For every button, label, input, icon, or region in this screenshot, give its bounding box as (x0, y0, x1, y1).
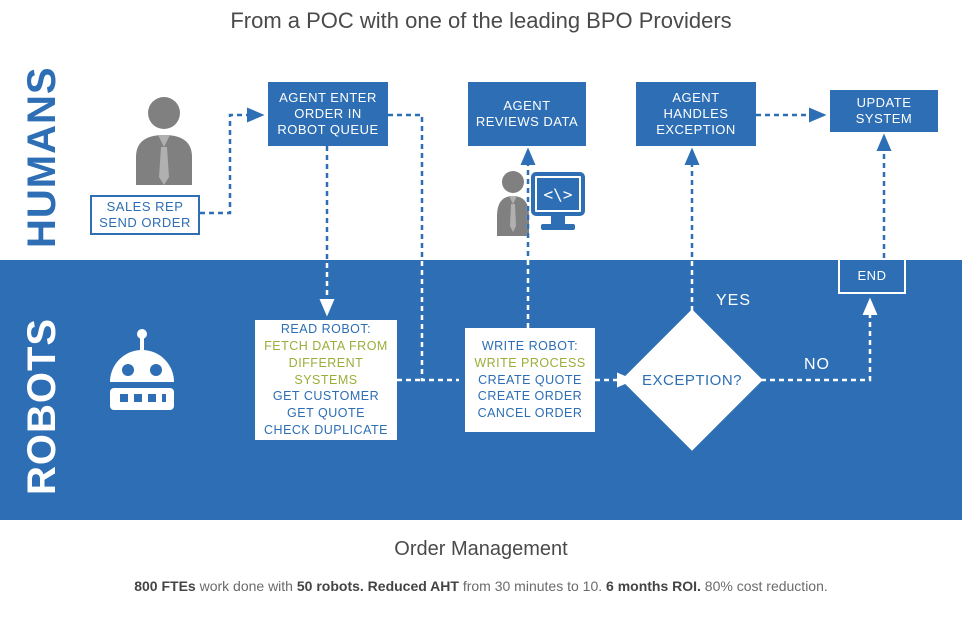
agent-icon (128, 95, 200, 185)
page-title: From a POC with one of the leading BPO P… (0, 8, 962, 34)
node-sales-rep: SALES REP SEND ORDER (90, 195, 200, 235)
node-write-robot: WRITE ROBOT:WRITE PROCESSCREATE QUOTECRE… (465, 328, 595, 432)
footer-text: 800 FTEs work done with 50 robots. Reduc… (0, 578, 962, 594)
svg-text:<\>: <\> (544, 185, 573, 204)
agent-monitor-icon: <\> (495, 168, 585, 236)
node-exception: EXCEPTION? (632, 320, 752, 440)
edge-label-no: NO (804, 356, 830, 374)
node-end: END (838, 258, 906, 294)
edge-label-yes: YES (716, 292, 751, 310)
node-agent-enter: AGENT ENTER ORDER IN ROBOT QUEUE (268, 82, 388, 146)
node-agent-except: AGENT HANDLES EXCEPTION (636, 82, 756, 146)
robots-label: ROBOTS (20, 318, 65, 495)
humans-label: HUMANS (20, 66, 65, 248)
robot-icon (100, 326, 184, 410)
footer-heading: Order Management (0, 538, 962, 561)
node-update-sys: UPDATE SYSTEM (830, 90, 938, 132)
node-agent-review: AGENT REVIEWS DATA (468, 82, 586, 146)
node-read-robot: READ ROBOT:FETCH DATA FROMDIFFERENT SYST… (255, 320, 397, 440)
